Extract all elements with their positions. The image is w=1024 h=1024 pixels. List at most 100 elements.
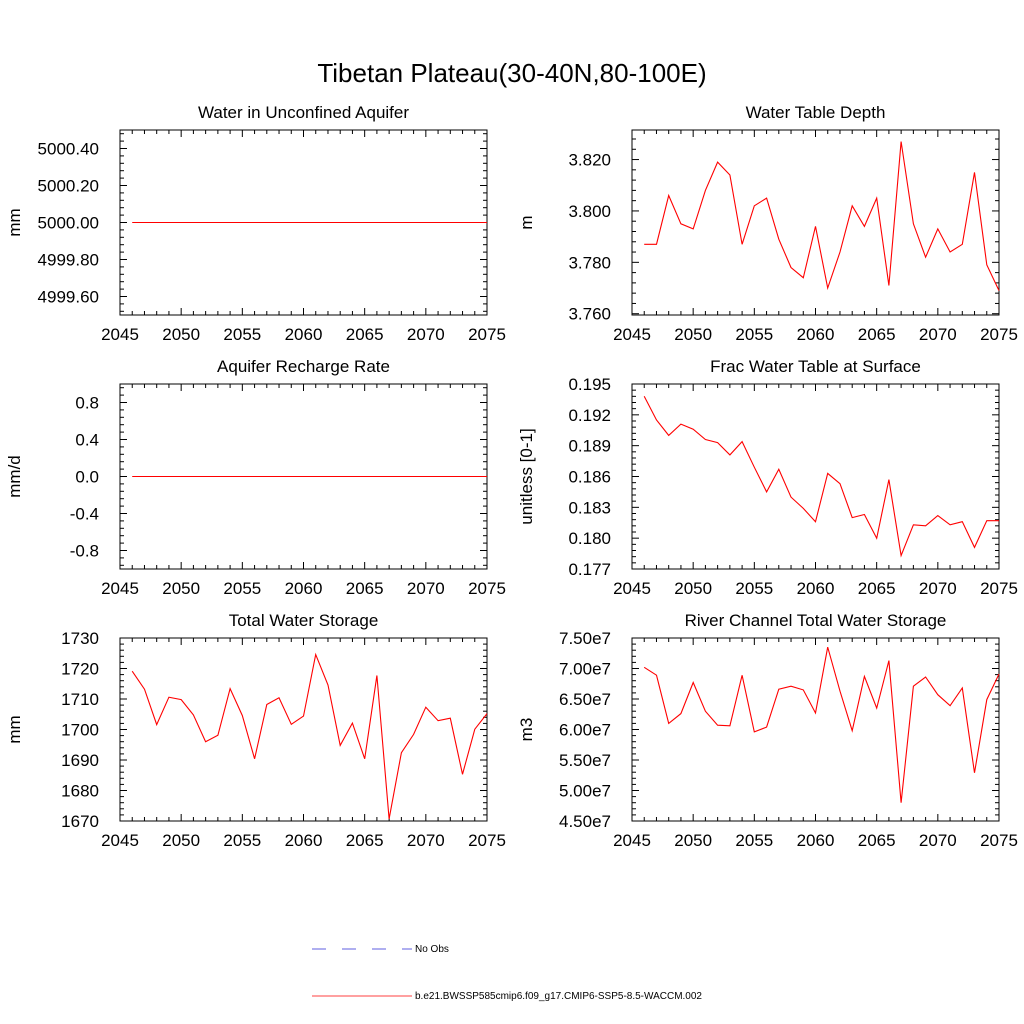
y-tick-label: 5000.40 [38, 140, 99, 159]
x-tick-label: 2060 [797, 325, 835, 344]
y-tick-label: 7.50e7 [559, 629, 611, 648]
y-tick-label: 3.780 [568, 253, 611, 272]
panel-5: Total Water Storage mm 2045 2050 2055 2060 206… [5, 611, 506, 850]
figure-title: Tibetan Plateau(30-40N,80-100E) [317, 58, 706, 88]
y-tick-label: 1670 [61, 812, 99, 831]
x-tick-label: 2060 [797, 831, 835, 850]
y-tick-label: 5.00e7 [559, 782, 611, 801]
y-tick-label: 0.8 [75, 394, 99, 413]
y-tick-label: -0.8 [70, 542, 99, 561]
y-tick-label: 0.4 [75, 431, 99, 450]
y-tick-label: 3.800 [568, 202, 611, 221]
x-tick-label: 2060 [285, 831, 323, 850]
x-tick-label: 2075 [468, 325, 506, 344]
panel-title: Aquifer Recharge Rate [217, 357, 390, 376]
y-axis-label: mm/d [5, 455, 24, 498]
panel-2: Water Table Depth m 2045 2050 2055 2060 2065 20… [517, 103, 1018, 344]
panel-1: Water in Unconfined Aquifer mm 2045 2050 205… [5, 103, 506, 344]
x-tick-label: 2070 [919, 579, 957, 598]
x-tick-label: 2050 [162, 325, 200, 344]
y-tick-label: 0.195 [568, 375, 611, 394]
panel-4: Frac Water Table at Surface unitless [0-1… [517, 357, 1018, 598]
x-tick-label: 2055 [223, 579, 261, 598]
x-tick-label: 2055 [735, 579, 773, 598]
x-tick-label: 2050 [674, 579, 712, 598]
y-tick-label: 7.00e7 [559, 660, 611, 679]
x-tick-label: 2045 [613, 325, 651, 344]
y-axis-label: unitless [0-1] [517, 428, 536, 524]
y-tick-label: 1680 [61, 782, 99, 801]
x-tick-label: 2070 [919, 325, 957, 344]
x-tick-label: 2045 [101, 831, 139, 850]
x-tick-label: 2070 [919, 831, 957, 850]
y-tick-label: 1700 [61, 721, 99, 740]
plot-frame [631, 383, 1000, 570]
y-tick-label: 1690 [61, 751, 99, 770]
y-tick-label: 0.0 [75, 468, 99, 487]
y-tick-label: 1730 [61, 629, 99, 648]
y-tick-label: 4.50e7 [559, 812, 611, 831]
x-tick-label: 2070 [407, 325, 445, 344]
series-line [643, 396, 999, 558]
y-tick-label: 6.50e7 [559, 690, 611, 709]
panel-title: Water in Unconfined Aquifer [198, 103, 409, 122]
x-tick-label: 2075 [468, 579, 506, 598]
panel-title: River Channel Total Water Storage [685, 611, 947, 630]
x-tick-label: 2045 [613, 831, 651, 850]
x-tick-label: 2055 [223, 831, 261, 850]
panel-title: Frac Water Table at Surface [710, 357, 921, 376]
y-tick-label: 0.186 [568, 468, 611, 487]
x-tick-label: 2075 [980, 325, 1018, 344]
plot-frame [119, 637, 488, 822]
x-tick-label: 2045 [613, 579, 651, 598]
legend-model-label: b.e21.BWSSP585cmip6.f09_g17.CMIP6-SSP5-8… [415, 991, 702, 1002]
y-tick-label: 3.760 [568, 305, 611, 324]
y-tick-label: 0.189 [568, 437, 611, 456]
series-line [643, 646, 1000, 803]
x-tick-label: 2065 [858, 325, 896, 344]
x-tick-label: 2050 [674, 325, 712, 344]
y-axis-label: m3 [517, 718, 536, 742]
x-tick-label: 2050 [162, 831, 200, 850]
y-tick-label: 0.183 [568, 498, 611, 517]
y-axis-label: m [517, 215, 536, 229]
x-tick-label: 2065 [346, 831, 384, 850]
y-tick-label: 5000.00 [38, 214, 99, 233]
x-tick-label: 2060 [285, 579, 323, 598]
y-tick-label: 3.820 [568, 151, 611, 170]
y-tick-label: 4999.60 [38, 288, 99, 307]
y-axis-label: mm [5, 715, 24, 743]
y-tick-label: 1710 [61, 690, 99, 709]
y-axis-label: mm [5, 208, 24, 236]
legend-obs-label: No Obs [415, 944, 449, 955]
y-tick-label: 4999.80 [38, 251, 99, 270]
x-tick-label: 2055 [223, 325, 261, 344]
y-tick-label: 6.00e7 [559, 721, 611, 740]
y-tick-label: 0.177 [568, 560, 611, 579]
y-tick-label: -0.4 [70, 505, 99, 524]
y-tick-label: 0.192 [568, 406, 611, 425]
x-tick-label: 2045 [101, 579, 139, 598]
x-tick-label: 2050 [674, 831, 712, 850]
x-tick-label: 2065 [346, 579, 384, 598]
panel-title: Total Water Storage [229, 611, 379, 630]
panel-3: Aquifer Recharge Rate mm/d 2045 2050 2055 206… [5, 357, 506, 598]
legend: No Obs b.e21.BWSSP585cmip6.f09_g17.CMIP6… [312, 944, 702, 1002]
plot-frame [631, 637, 1000, 822]
y-tick-label: 1720 [61, 660, 99, 679]
series-line [644, 141, 1000, 291]
series-line [131, 652, 488, 820]
panel-title: Water Table Depth [746, 103, 886, 122]
x-tick-label: 2075 [468, 831, 506, 850]
x-tick-label: 2055 [735, 325, 773, 344]
panels: Water in Unconfined Aquifer mm 2045 2050 205… [5, 103, 1018, 850]
y-tick-label: 0.180 [568, 529, 611, 548]
x-tick-label: 2065 [346, 325, 384, 344]
x-tick-label: 2075 [980, 831, 1018, 850]
panel-6: River Channel Total Water Storage m3 2045 2… [517, 611, 1018, 850]
x-tick-label: 2070 [407, 831, 445, 850]
x-tick-label: 2070 [407, 579, 445, 598]
x-tick-label: 2065 [858, 579, 896, 598]
x-tick-label: 2050 [162, 579, 200, 598]
x-tick-label: 2075 [980, 579, 1018, 598]
